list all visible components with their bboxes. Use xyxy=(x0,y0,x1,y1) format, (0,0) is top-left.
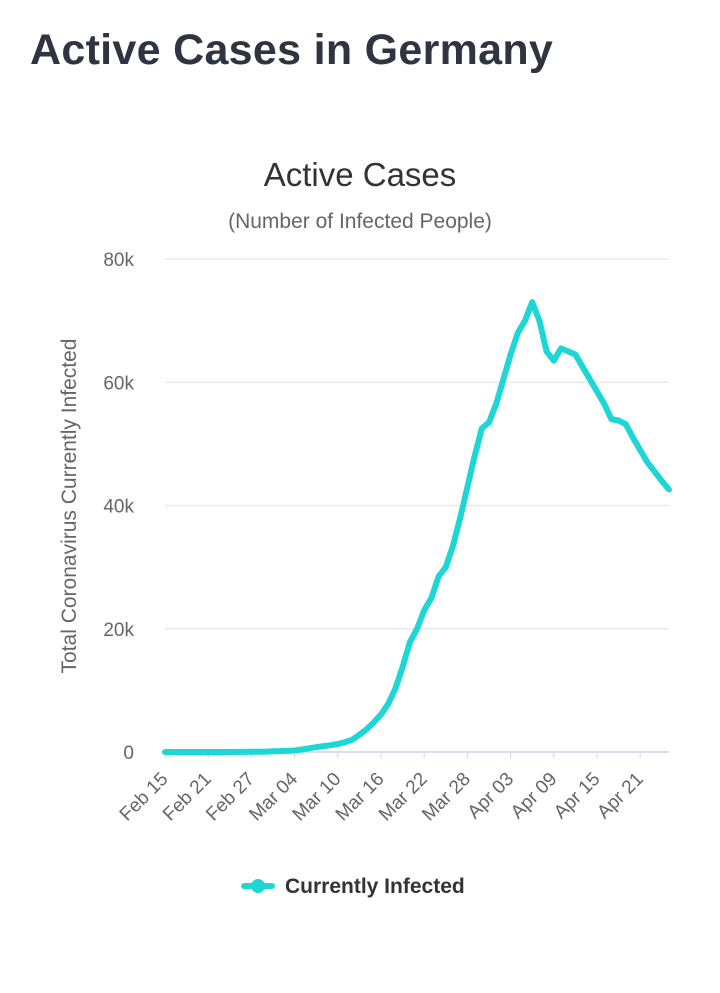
data-point[interactable] xyxy=(587,376,593,382)
data-point[interactable] xyxy=(277,748,283,754)
data-point[interactable] xyxy=(191,749,197,755)
data-point[interactable] xyxy=(508,352,514,358)
x-tick-label: Apr 15 xyxy=(550,769,604,823)
data-point[interactable] xyxy=(428,595,434,601)
data-point[interactable] xyxy=(515,330,521,336)
data-point[interactable] xyxy=(659,478,665,484)
data-point[interactable] xyxy=(479,425,485,431)
data-point[interactable] xyxy=(248,749,254,755)
legend[interactable]: Currently Infected xyxy=(241,875,465,898)
data-point[interactable] xyxy=(522,318,528,324)
y-tick-label: 80k xyxy=(103,250,134,271)
data-point[interactable] xyxy=(184,749,190,755)
data-point[interactable] xyxy=(320,743,326,749)
chart-title: Active Cases xyxy=(264,156,457,193)
data-point[interactable] xyxy=(457,515,463,521)
data-point[interactable] xyxy=(616,417,622,423)
data-point[interactable] xyxy=(436,573,442,579)
data-point[interactable] xyxy=(292,748,298,754)
data-point[interactable] xyxy=(608,416,614,422)
data-point[interactable] xyxy=(176,749,182,755)
y-tick-label: 20k xyxy=(103,620,134,641)
y-tick-label: 60k xyxy=(103,373,134,394)
data-point[interactable] xyxy=(414,626,420,632)
chart-subtitle: (Number of Infected People) xyxy=(228,210,492,233)
data-point[interactable] xyxy=(630,435,636,441)
data-point[interactable] xyxy=(198,749,204,755)
data-point[interactable] xyxy=(328,742,334,748)
data-point[interactable] xyxy=(601,401,607,407)
data-point[interactable] xyxy=(270,748,276,754)
data-point[interactable] xyxy=(652,469,658,475)
x-tick-label: Mar 28 xyxy=(418,769,475,826)
data-point[interactable] xyxy=(371,719,377,725)
data-point[interactable] xyxy=(256,749,262,755)
data-point[interactable] xyxy=(565,348,571,354)
data-point[interactable] xyxy=(169,749,175,755)
x-tick-label: Apr 21 xyxy=(593,769,647,823)
data-point[interactable] xyxy=(493,401,499,407)
data-point[interactable] xyxy=(227,749,233,755)
data-point[interactable] xyxy=(529,299,535,305)
data-point[interactable] xyxy=(299,747,305,753)
data-point[interactable] xyxy=(464,484,470,490)
y-tick-label: 40k xyxy=(103,497,134,518)
data-point[interactable] xyxy=(234,749,240,755)
grid-layer xyxy=(165,258,669,753)
data-point[interactable] xyxy=(486,419,492,425)
data-point[interactable] xyxy=(356,732,362,738)
data-point[interactable] xyxy=(666,486,672,492)
data-point[interactable] xyxy=(349,737,355,743)
data-point[interactable] xyxy=(500,376,506,382)
page-title: Active Cases in Germany xyxy=(30,26,554,74)
data-point[interactable] xyxy=(313,744,319,750)
data-point[interactable] xyxy=(580,364,586,370)
data-point[interactable] xyxy=(212,749,218,755)
legend-swatch-icon xyxy=(241,879,275,893)
data-point[interactable] xyxy=(284,748,290,754)
data-point[interactable] xyxy=(306,745,312,751)
x-tick-label: Apr 03 xyxy=(464,769,518,823)
data-point[interactable] xyxy=(385,701,391,707)
data-point[interactable] xyxy=(400,664,406,670)
data-point[interactable] xyxy=(364,726,370,732)
data-point[interactable] xyxy=(551,358,557,364)
data-point[interactable] xyxy=(205,749,211,755)
data-point[interactable] xyxy=(450,543,456,549)
data-point[interactable] xyxy=(558,345,564,351)
data-point[interactable] xyxy=(407,639,413,645)
data-point[interactable] xyxy=(594,388,600,394)
data-point[interactable] xyxy=(443,564,449,570)
data-point[interactable] xyxy=(644,459,650,465)
data-point[interactable] xyxy=(378,711,384,717)
data-point[interactable] xyxy=(342,739,348,745)
data-point[interactable] xyxy=(637,447,643,453)
data-point[interactable] xyxy=(536,318,542,324)
legend-swatch-dot xyxy=(251,879,265,893)
legend-label-currently-infected: Currently Infected xyxy=(285,875,465,898)
y-tick-label: 0 xyxy=(123,743,134,764)
data-point[interactable] xyxy=(421,607,427,613)
y-axis-label: Total Coronavirus Currently Infected xyxy=(58,339,81,674)
data-point[interactable] xyxy=(220,749,226,755)
y-tick-layer: 0 20k 40k 60k 80k xyxy=(103,250,134,764)
data-point[interactable] xyxy=(472,453,478,459)
data-point[interactable] xyxy=(623,421,629,427)
data-point[interactable] xyxy=(392,686,398,692)
series-layer xyxy=(162,299,672,755)
data-point[interactable] xyxy=(572,352,578,358)
data-point[interactable] xyxy=(335,741,341,747)
data-point[interactable] xyxy=(544,348,550,354)
x-tick-label: Apr 09 xyxy=(507,769,561,823)
data-point[interactable] xyxy=(263,749,269,755)
data-point[interactable] xyxy=(241,749,247,755)
series-line-currently-infected[interactable] xyxy=(162,299,672,755)
data-point[interactable] xyxy=(162,749,168,755)
